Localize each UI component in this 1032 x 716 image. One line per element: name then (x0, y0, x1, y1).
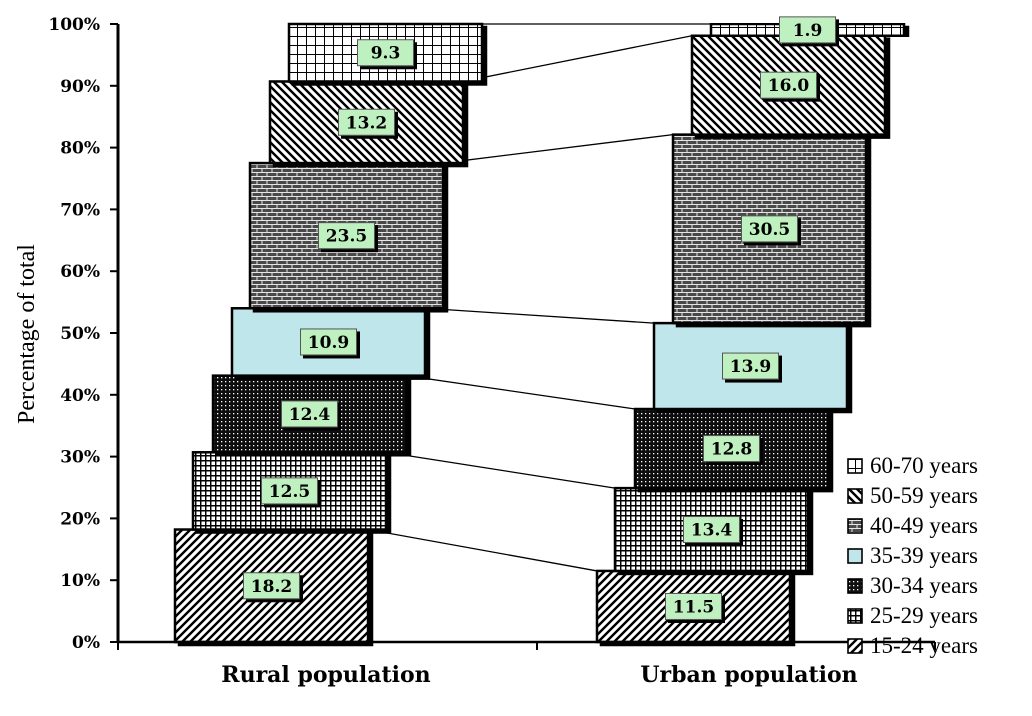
y-tick-label: 20% (60, 509, 100, 529)
legend-item-60-70-years: 60-70 years (847, 453, 978, 478)
data-label-box (281, 400, 338, 428)
data-label-text: 16.0 (768, 76, 810, 96)
legend-label: 50-59 years (870, 483, 978, 508)
data-label-box (261, 477, 318, 505)
data-label-box (722, 352, 779, 380)
data-label-text: 12.4 (289, 405, 331, 425)
legend-label: 30-34 years (870, 573, 978, 598)
connector-15-24-years (367, 528, 598, 572)
data-label-text: 13.2 (346, 113, 387, 133)
data-label-text: 9.3 (371, 44, 401, 64)
x-category-labels: Rural population Urban population (117, 642, 936, 688)
legend: 60-70 years 50-59 years 40-49 years 35-39 y… (847, 453, 978, 658)
bar-segments (173, 22, 906, 644)
legend-item-50-59-years: 50-59 years (847, 483, 978, 508)
connector-25-29-years (385, 451, 616, 489)
data-label-rural-population-40-49-years: 23.5 (318, 222, 375, 250)
connector-40-49-years (442, 133, 674, 164)
data-label-box (703, 435, 760, 463)
data-label-text: 12.8 (711, 440, 752, 460)
data-label-text: 13.9 (730, 357, 771, 377)
legend-item-30-34-years: 30-34 years (847, 573, 978, 598)
data-label-box (760, 71, 817, 99)
y-tick-label: 100% (48, 15, 100, 35)
data-labels: 18.2 12.5 12.4 10.9 23.5 13.2 9.3 11.5 13.4 12.8 1… (243, 16, 836, 620)
legend-item-35-39-years: 35-39 years (847, 543, 978, 568)
legend-label: 25-29 years (870, 603, 978, 628)
legend-label: 35-39 years (870, 543, 978, 568)
data-label-text: 23.5 (326, 227, 367, 247)
y-tick-label: 50% (60, 324, 100, 344)
data-label-box (741, 215, 798, 243)
data-label-text: 30.5 (749, 220, 790, 240)
y-tick-label: 90% (60, 77, 100, 97)
data-label-text: 18.2 (251, 577, 292, 597)
legend-label: 40-49 years (870, 513, 978, 538)
y-tick-label: 30% (60, 448, 100, 468)
data-label-urban-population-15-24-years: 11.5 (665, 592, 722, 620)
data-label-urban-population-60-70-years: 1.9 (779, 16, 836, 44)
legend-swatch (847, 548, 863, 564)
data-label-text: 1.9 (793, 21, 823, 41)
data-label-text: 11.5 (673, 597, 714, 617)
data-label-rural-population-35-39-years: 10.9 (300, 328, 357, 356)
data-label-box (665, 592, 722, 620)
y-tick-label: 0% (72, 633, 100, 653)
x-category-label: Urban population (640, 662, 857, 688)
data-label-box (779, 16, 836, 44)
connector-30-34-years (405, 374, 636, 410)
legend-item-40-49-years: 40-49 years (847, 513, 978, 538)
legend-swatch (847, 578, 863, 594)
legend-label: 60-70 years (870, 453, 978, 478)
data-label-rural-population-30-34-years: 12.4 (281, 400, 338, 428)
data-label-text: 10.9 (308, 333, 349, 353)
y-ticks: 0% 10% 20% 30% 40% 50% 60% 70% 80% 90% 100% (48, 15, 118, 653)
data-label-rural-population-25-29-years: 12.5 (261, 477, 318, 505)
data-label-text: 12.5 (269, 482, 310, 502)
y-axis-title: Percentage of total (14, 244, 40, 424)
data-label-rural-population-15-24-years: 18.2 (243, 572, 300, 600)
x-category-label: Rural population (221, 662, 430, 688)
y-tick-label: 10% (60, 571, 100, 591)
connector-50-59-years (462, 35, 693, 83)
data-label-rural-population-60-70-years: 9.3 (357, 39, 414, 67)
y-tick-label: 60% (60, 262, 100, 282)
legend-label: 15-24 years (870, 633, 978, 658)
data-label-box (300, 328, 357, 356)
connector-35-39-years (424, 307, 655, 324)
legend-swatch (847, 608, 863, 624)
legend-swatch (847, 488, 863, 504)
data-label-box (243, 572, 300, 600)
data-label-urban-population-35-39-years: 13.9 (722, 352, 779, 380)
data-label-box (683, 516, 740, 544)
data-label-box (357, 39, 414, 67)
legend-swatch (847, 638, 863, 654)
data-label-urban-population-25-29-years: 13.4 (683, 516, 740, 544)
data-label-box (338, 108, 395, 136)
y-tick-label: 80% (60, 139, 100, 159)
legend-swatch (847, 518, 863, 534)
y-tick-label: 40% (60, 386, 100, 406)
connector-lines (367, 23, 711, 572)
y-tick-label: 70% (60, 200, 100, 220)
data-label-urban-population-50-59-years: 16.0 (760, 71, 817, 99)
data-label-box (318, 222, 375, 250)
data-label-rural-population-50-59-years: 13.2 (338, 108, 395, 136)
legend-swatch (847, 458, 863, 474)
legend-item-15-24-years: 15-24 years (847, 633, 978, 658)
data-label-urban-population-30-34-years: 12.8 (703, 435, 760, 463)
data-label-text: 13.4 (691, 521, 733, 541)
data-label-urban-population-40-49-years: 30.5 (741, 215, 798, 243)
legend-item-25-29-years: 25-29 years (847, 603, 978, 628)
